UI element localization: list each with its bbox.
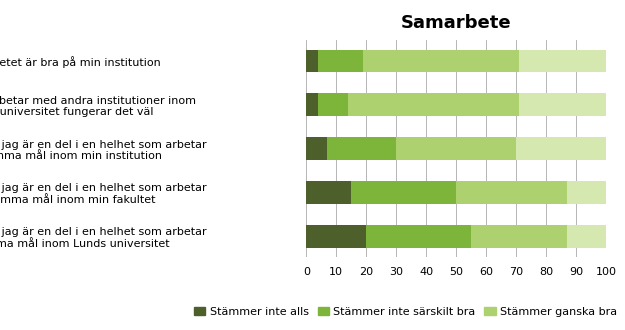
Bar (516, 137, 606, 160)
Bar (519, 50, 606, 72)
Bar (348, 93, 519, 116)
Bar (306, 93, 318, 116)
Bar (568, 225, 606, 248)
Legend: Stämmer inte alls, Stämmer inte särskilt bra, Stämmer ganska bra, Stämmer helt: Stämmer inte alls, Stämmer inte särskilt… (190, 302, 625, 321)
Bar (456, 181, 568, 204)
Title: Samarbete: Samarbete (401, 15, 511, 32)
Bar (351, 181, 456, 204)
Bar (328, 137, 396, 160)
Bar (318, 50, 363, 72)
Bar (363, 50, 519, 72)
Bar (568, 181, 606, 204)
Bar (519, 93, 606, 116)
Bar (306, 137, 328, 160)
Bar (366, 225, 471, 248)
Bar (306, 225, 366, 248)
Bar (306, 181, 351, 204)
Bar (318, 93, 348, 116)
Bar (306, 50, 318, 72)
Bar (471, 225, 568, 248)
Bar (396, 137, 516, 160)
